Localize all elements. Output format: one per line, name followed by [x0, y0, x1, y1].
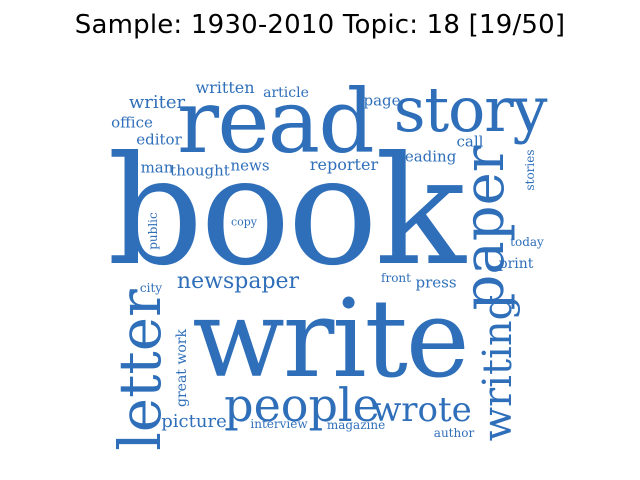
word-man: man [140, 158, 174, 177]
word-story: story [393, 73, 548, 146]
word-copy: copy [230, 215, 258, 229]
word-author: author [433, 426, 475, 440]
word-book: book [107, 125, 466, 299]
word-great-work: great work [174, 329, 190, 407]
word-writer: writer [128, 92, 186, 113]
word-front: front [381, 271, 411, 285]
word-print: print [498, 256, 534, 272]
word-stories: stories [523, 149, 537, 191]
word-page: page [363, 91, 401, 110]
word-today: today [510, 235, 544, 249]
word-thought: thought [170, 161, 230, 180]
word-picture: picture [161, 411, 227, 432]
word-press: press [415, 273, 457, 292]
word-call: call [456, 132, 484, 151]
word-news: news [230, 156, 270, 175]
word-city: city [139, 281, 163, 295]
word-article: article [263, 85, 309, 101]
word-newspaper: newspaper [176, 269, 300, 294]
word-reporter: reporter [309, 155, 379, 174]
word-interview: interview [250, 417, 308, 431]
word-writing: writing [475, 294, 521, 442]
word-editor: editor [136, 130, 182, 149]
word-public: public [146, 212, 160, 250]
word-magazine: magazine [326, 418, 386, 432]
word-read: read [177, 70, 375, 173]
word-people: people [224, 378, 380, 432]
word-office: office [111, 113, 153, 132]
word-write: write [192, 277, 469, 402]
word-wrote: wrote [372, 390, 472, 430]
word-written: written [195, 78, 255, 97]
figure-title: Sample: 1930-2010 Topic: 18 [19/50] [74, 10, 566, 40]
word-paper: paper [452, 145, 517, 311]
word-reading: reading [397, 147, 457, 166]
